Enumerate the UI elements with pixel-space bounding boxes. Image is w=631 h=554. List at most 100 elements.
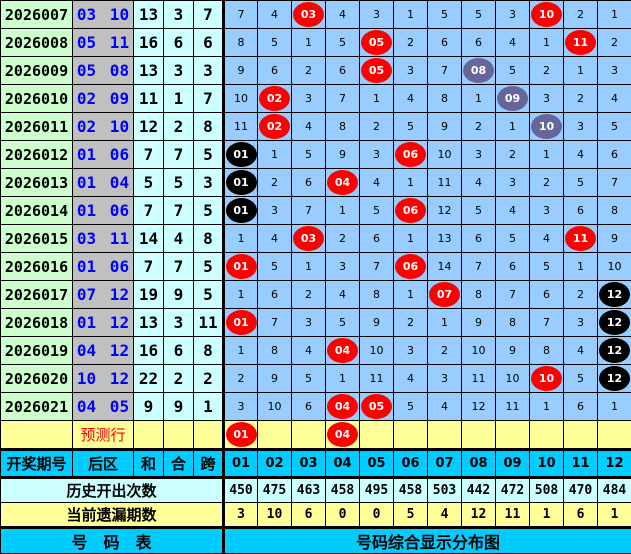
number-cell: 12: [428, 197, 462, 225]
number-cell: 12: [598, 365, 631, 393]
number-cell: 4: [530, 225, 564, 253]
sum-cell: 7: [134, 197, 164, 225]
number-cell: 4: [326, 281, 360, 309]
kua-cell: 8: [194, 225, 224, 253]
period-cell: 2026017: [1, 281, 73, 309]
history-label: 历史开出次数: [1, 478, 224, 503]
number-cell: 1: [224, 337, 258, 365]
back-area-cell: 10 12: [73, 365, 134, 393]
period-cell: 2026014: [1, 197, 73, 225]
he-cell: 3: [164, 309, 194, 337]
he-cell: 7: [164, 141, 194, 169]
history-count: 508: [530, 478, 564, 503]
history-count: 472: [496, 478, 530, 503]
number-cell: 3: [496, 169, 530, 197]
number-cell: 2: [326, 225, 360, 253]
number-cell: 9: [360, 309, 394, 337]
period-cell: 2026019: [1, 337, 73, 365]
number-cell: 8: [224, 29, 258, 57]
number-cell: 5: [292, 141, 326, 169]
number-cell: 5: [394, 113, 428, 141]
number-cell: 11: [428, 169, 462, 197]
history-count: 463: [292, 478, 326, 503]
number-cell: 12: [598, 309, 631, 337]
number-cell: 04: [326, 169, 360, 197]
predict-cell: [598, 421, 631, 450]
number-cell: 4: [496, 29, 530, 57]
ball-red: 07: [429, 282, 460, 307]
number-cell: 11: [564, 29, 598, 57]
ball-red: 01: [226, 422, 257, 447]
he-cell: 2: [164, 113, 194, 141]
number-cell: 3: [292, 85, 326, 113]
number-cell: 1: [428, 309, 462, 337]
number-cell: 3: [326, 253, 360, 281]
number-cell: 02: [258, 85, 292, 113]
number-cell: 1: [394, 225, 428, 253]
omission-count: 10: [258, 503, 292, 528]
sum-cell: 16: [134, 337, 164, 365]
number-cell: 5: [360, 197, 394, 225]
ball-purple: 09: [497, 86, 528, 111]
ball-red: 05: [361, 30, 392, 55]
he-cell: 2: [164, 365, 194, 393]
history-count: 450: [224, 478, 258, 503]
predict-cell: [360, 421, 394, 450]
number-cell: 10: [224, 85, 258, 113]
number-cell: 2: [224, 365, 258, 393]
header-number: 09: [496, 450, 530, 478]
number-cell: 14: [428, 253, 462, 281]
he-cell: 1: [164, 85, 194, 113]
number-cell: 2: [564, 1, 598, 29]
number-cell: 1: [598, 393, 631, 421]
period-cell: 2026012: [1, 141, 73, 169]
sum-cell: 9: [134, 393, 164, 421]
header-kua: 跨: [194, 450, 224, 478]
ball-black: 12: [599, 282, 630, 307]
ball-purple: 08: [463, 58, 494, 83]
history-count: 503: [428, 478, 462, 503]
period-cell: 2026018: [1, 309, 73, 337]
number-cell: 12: [462, 393, 496, 421]
number-cell: 6: [326, 57, 360, 85]
number-cell: 6: [496, 253, 530, 281]
number-cell: 8: [360, 281, 394, 309]
back-area-cell: 02 10: [73, 113, 134, 141]
period-cell: 2026010: [1, 85, 73, 113]
ball-red: 05: [361, 58, 392, 83]
number-cell: 09: [496, 85, 530, 113]
number-cell: 7: [428, 57, 462, 85]
period-cell: 2026015: [1, 225, 73, 253]
number-cell: 01: [224, 197, 258, 225]
ball-black: 01: [226, 198, 257, 223]
number-cell: 10: [530, 365, 564, 393]
kua-cell: 5: [194, 253, 224, 281]
number-cell: 6: [292, 169, 326, 197]
number-cell: 9: [428, 113, 462, 141]
number-cell: 8: [598, 197, 631, 225]
number-cell: 4: [496, 197, 530, 225]
number-cell: 3: [496, 1, 530, 29]
he-cell: 7: [164, 197, 194, 225]
sum-cell: 5: [134, 169, 164, 197]
number-cell: 1: [224, 225, 258, 253]
he-cell: 9: [164, 393, 194, 421]
number-cell: 5: [462, 197, 496, 225]
number-cell: 6: [598, 141, 631, 169]
number-cell: 05: [360, 393, 394, 421]
history-count: 495: [360, 478, 394, 503]
predict-cell: [462, 421, 496, 450]
number-cell: 3: [462, 141, 496, 169]
number-cell: 1: [496, 113, 530, 141]
header-number: 02: [258, 450, 292, 478]
number-cell: 07: [428, 281, 462, 309]
number-cell: 6: [292, 393, 326, 421]
period-cell: 2026020: [1, 365, 73, 393]
ball-red: 04: [327, 394, 358, 419]
number-cell: 4: [258, 1, 292, 29]
